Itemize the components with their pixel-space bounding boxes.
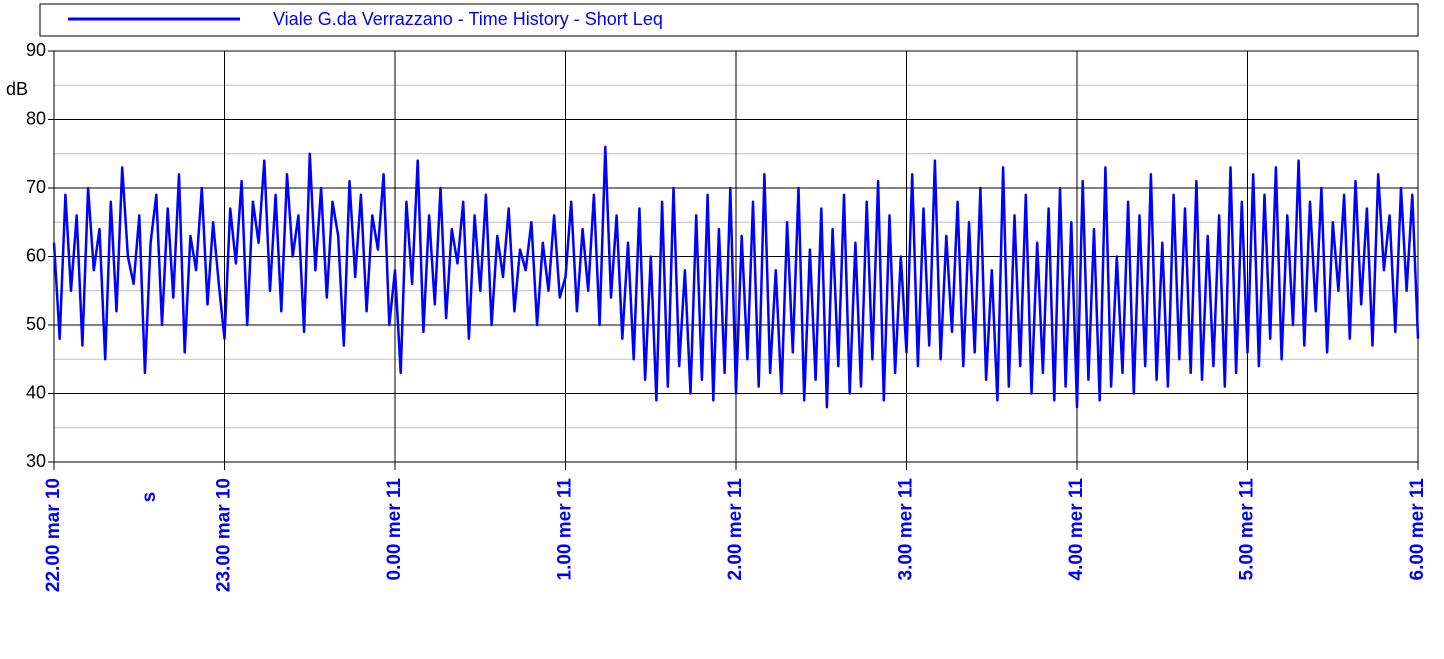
y-axis-label: dB [6, 79, 28, 99]
legend-box [39, 3, 1419, 37]
x-tick-label: 3.00 mer 11 [896, 478, 917, 581]
y-tick-label: 80 [26, 108, 46, 128]
y-tick-label: 60 [26, 245, 46, 265]
x-tick-label: 6.00 mer 11 [1407, 478, 1428, 581]
y-tick-label: 40 [26, 382, 46, 402]
x-tick-label: 22.00 mar 10 [43, 478, 64, 592]
x-tick-label: 4.00 mer 11 [1066, 478, 1087, 581]
x-tick-label: 23.00 mar 10 [214, 478, 235, 592]
x-axis-label: s [139, 492, 160, 503]
x-tick-label: 2.00 mer 11 [725, 478, 746, 581]
data-line [52, 145, 1420, 409]
x-tick-label: 0.00 mer 11 [384, 478, 405, 581]
legend-label: Viale G.da Verrazzano - Time History - S… [273, 9, 663, 29]
y-tick-label: 90 [26, 40, 46, 60]
x-tick-label: 5.00 mer 11 [1237, 478, 1258, 581]
y-tick-label: 50 [26, 314, 46, 334]
y-tick-label: 70 [26, 177, 46, 197]
x-tick-label: 1.00 mer 11 [555, 478, 576, 581]
y-tick-label: 30 [26, 451, 46, 471]
